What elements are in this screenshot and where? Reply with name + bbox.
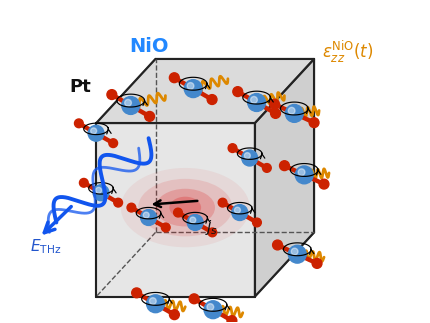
Circle shape	[233, 87, 243, 97]
Text: Pt: Pt	[69, 78, 91, 96]
Circle shape	[174, 208, 182, 217]
Text: $j_s$: $j_s$	[205, 217, 218, 236]
Circle shape	[295, 166, 313, 184]
Ellipse shape	[156, 189, 215, 226]
Circle shape	[248, 94, 266, 111]
Circle shape	[147, 295, 164, 313]
Circle shape	[270, 109, 280, 118]
Circle shape	[169, 73, 179, 83]
Circle shape	[143, 212, 149, 218]
Circle shape	[270, 99, 280, 109]
Circle shape	[319, 179, 329, 189]
Circle shape	[207, 304, 214, 310]
Circle shape	[109, 139, 117, 148]
Circle shape	[184, 80, 202, 98]
Circle shape	[141, 210, 157, 225]
Circle shape	[88, 125, 104, 141]
Circle shape	[242, 150, 258, 166]
Circle shape	[187, 214, 203, 230]
Circle shape	[207, 95, 217, 104]
Circle shape	[189, 294, 199, 304]
Circle shape	[127, 203, 136, 212]
Circle shape	[312, 258, 322, 268]
Circle shape	[169, 310, 179, 319]
Circle shape	[145, 111, 154, 121]
Circle shape	[232, 205, 248, 221]
Ellipse shape	[138, 179, 232, 236]
Circle shape	[93, 185, 109, 201]
Circle shape	[132, 288, 141, 298]
Circle shape	[309, 118, 319, 128]
Circle shape	[80, 178, 88, 187]
Circle shape	[204, 301, 222, 318]
Text: NiO: NiO	[129, 37, 168, 56]
Circle shape	[227, 316, 237, 323]
Circle shape	[161, 223, 170, 232]
Circle shape	[125, 99, 132, 106]
Polygon shape	[96, 123, 255, 297]
Ellipse shape	[121, 168, 250, 247]
Circle shape	[190, 217, 196, 223]
Circle shape	[286, 105, 303, 122]
Circle shape	[298, 169, 305, 176]
Circle shape	[288, 107, 295, 114]
Circle shape	[74, 119, 83, 128]
Circle shape	[150, 298, 156, 305]
Circle shape	[291, 248, 298, 255]
Circle shape	[114, 198, 123, 207]
Circle shape	[208, 228, 217, 237]
Polygon shape	[96, 59, 314, 123]
Circle shape	[122, 97, 140, 114]
Circle shape	[187, 83, 194, 89]
Circle shape	[95, 187, 101, 193]
Circle shape	[289, 245, 306, 263]
Text: $E_{\mathrm{THz}}$: $E_{\mathrm{THz}}$	[30, 237, 61, 256]
Polygon shape	[255, 59, 314, 297]
Circle shape	[234, 207, 240, 213]
Circle shape	[273, 240, 283, 250]
Circle shape	[262, 163, 271, 172]
Text: $\varepsilon_{zz}^{\mathrm{NiO}}(t)$: $\varepsilon_{zz}^{\mathrm{NiO}}(t)$	[322, 39, 374, 65]
Circle shape	[251, 97, 257, 103]
Ellipse shape	[169, 197, 201, 218]
Circle shape	[228, 144, 237, 152]
Circle shape	[107, 90, 117, 99]
Circle shape	[244, 153, 250, 159]
Circle shape	[280, 161, 289, 171]
Circle shape	[91, 128, 97, 134]
Circle shape	[252, 218, 261, 227]
Circle shape	[218, 198, 227, 207]
